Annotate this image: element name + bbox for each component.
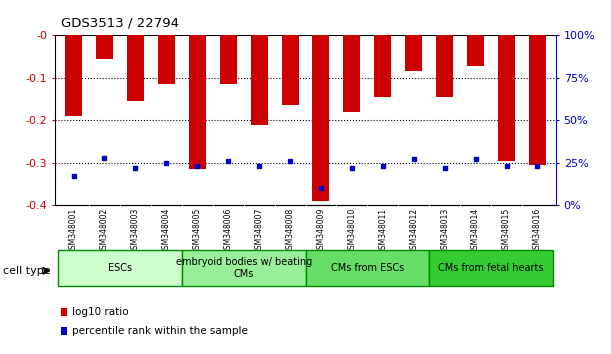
Text: GSM348010: GSM348010 <box>348 207 356 254</box>
Bar <box>375 35 391 97</box>
Bar <box>251 35 268 125</box>
Bar <box>65 35 82 116</box>
Text: GDS3513 / 22794: GDS3513 / 22794 <box>61 17 179 29</box>
Bar <box>158 35 175 84</box>
Bar <box>96 35 113 59</box>
Text: GSM348006: GSM348006 <box>224 207 233 254</box>
Text: CMs from ESCs: CMs from ESCs <box>331 263 404 273</box>
Text: GSM348008: GSM348008 <box>285 207 295 254</box>
Bar <box>467 35 484 66</box>
Bar <box>498 35 515 161</box>
Bar <box>429 250 553 286</box>
Bar <box>58 250 182 286</box>
Bar <box>282 35 299 105</box>
Text: GSM348004: GSM348004 <box>162 207 171 254</box>
Bar <box>529 35 546 165</box>
Text: GSM348014: GSM348014 <box>471 207 480 254</box>
Text: GSM348016: GSM348016 <box>533 207 542 254</box>
Bar <box>127 35 144 101</box>
Text: GSM348005: GSM348005 <box>192 207 202 254</box>
Text: GSM348012: GSM348012 <box>409 207 419 253</box>
Text: GSM348011: GSM348011 <box>378 207 387 253</box>
Text: ESCs: ESCs <box>108 263 132 273</box>
Text: CMs from fetal hearts: CMs from fetal hearts <box>438 263 544 273</box>
Text: GSM348009: GSM348009 <box>316 207 326 254</box>
Text: log10 ratio: log10 ratio <box>72 307 129 316</box>
Text: GSM348002: GSM348002 <box>100 207 109 254</box>
Text: GSM348015: GSM348015 <box>502 207 511 254</box>
Bar <box>343 35 360 112</box>
Text: percentile rank within the sample: percentile rank within the sample <box>72 326 248 336</box>
Text: GSM348007: GSM348007 <box>255 207 263 254</box>
Bar <box>436 35 453 97</box>
Text: GSM348001: GSM348001 <box>69 207 78 254</box>
Bar <box>189 35 206 169</box>
Text: GSM348003: GSM348003 <box>131 207 140 254</box>
Text: cell type: cell type <box>3 266 51 276</box>
Text: embryoid bodies w/ beating
CMs: embryoid bodies w/ beating CMs <box>175 257 312 279</box>
Bar <box>306 250 429 286</box>
Bar <box>312 35 329 201</box>
Bar <box>220 35 236 84</box>
Text: GSM348013: GSM348013 <box>440 207 449 254</box>
Bar <box>405 35 422 71</box>
Bar <box>182 250 306 286</box>
